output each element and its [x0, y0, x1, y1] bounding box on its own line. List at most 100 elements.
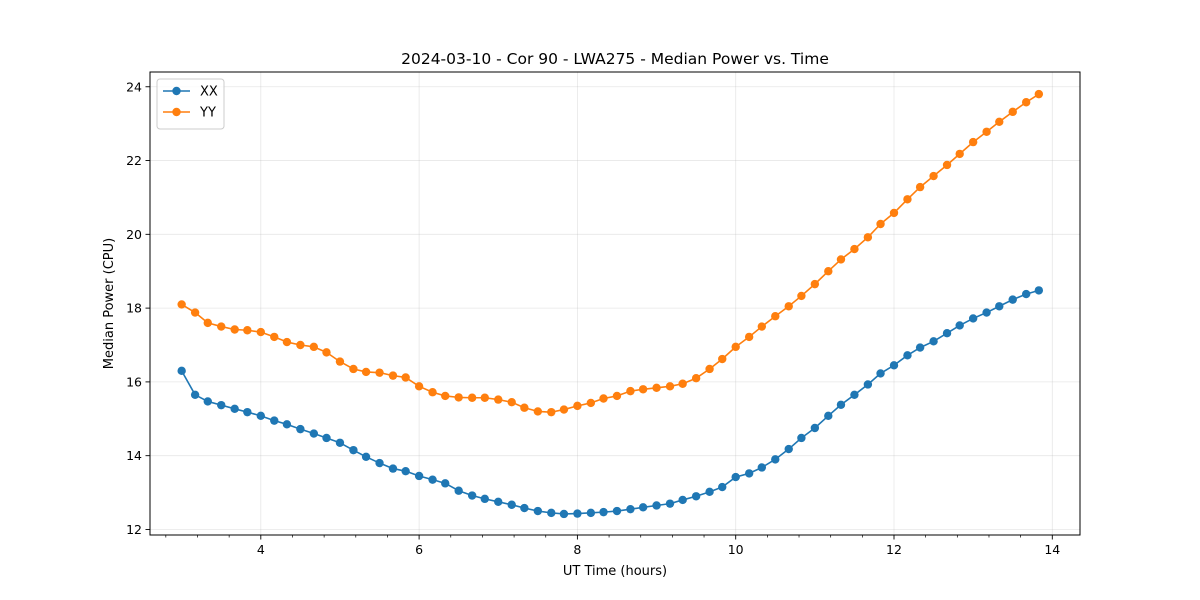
- y-tick-label: 18: [126, 301, 142, 316]
- data-point-xx: [771, 455, 780, 464]
- legend-marker: [172, 107, 181, 117]
- data-point-yy: [850, 244, 859, 254]
- data-point-yy: [547, 407, 556, 417]
- data-point-yy: [876, 219, 885, 229]
- data-point-xx: [744, 469, 754, 478]
- data-point-yy: [1008, 107, 1017, 117]
- data-point-xx: [467, 491, 477, 500]
- data-point-xx: [1008, 295, 1017, 304]
- data-point-xx: [203, 397, 212, 406]
- series-xx: [177, 286, 1044, 519]
- legend-item-xx: XX: [163, 85, 218, 100]
- data-point-xx: [982, 308, 991, 317]
- legend-marker: [172, 86, 181, 96]
- data-point-xx: [454, 486, 463, 495]
- data-point-xx: [507, 500, 516, 509]
- data-point-yy: [322, 348, 331, 357]
- data-point-xx: [217, 400, 226, 410]
- data-point-xx: [810, 423, 820, 433]
- data-point-xx: [797, 433, 806, 443]
- data-point-yy: [559, 405, 569, 414]
- data-point-xx: [230, 404, 239, 414]
- x-axis-label: UT Time (hours): [563, 564, 667, 579]
- data-point-xx: [915, 343, 925, 352]
- data-point-yy: [388, 371, 398, 380]
- data-point-yy: [718, 354, 727, 364]
- data-point-yy: [942, 160, 952, 170]
- data-point-xx: [335, 438, 345, 447]
- chart-title: 2024-03-10 - Cor 90 - LWA275 - Median Po…: [401, 50, 829, 68]
- data-point-xx: [995, 302, 1004, 311]
- data-point-yy: [771, 312, 780, 321]
- data-point-yy: [256, 327, 266, 337]
- data-point-yy: [705, 364, 714, 374]
- data-point-yy: [230, 325, 239, 334]
- plot-frame: [149, 71, 1081, 536]
- data-point-xx: [547, 508, 556, 518]
- data-point-yy: [361, 367, 371, 377]
- data-point-yy: [270, 332, 279, 342]
- data-point-yy: [955, 149, 964, 159]
- data-point-yy: [1034, 89, 1044, 99]
- data-point-yy: [665, 382, 675, 391]
- x-tick-label: 8: [573, 542, 581, 557]
- data-point-xx: [612, 506, 622, 516]
- data-point-xx: [559, 509, 569, 519]
- data-point-yy: [335, 357, 345, 366]
- data-point-yy: [573, 401, 582, 411]
- data-point-xx: [678, 495, 687, 505]
- data-point-xx: [705, 487, 714, 497]
- x-tick-label: 14: [1044, 542, 1060, 557]
- data-point-yy: [349, 364, 358, 374]
- data-point-yy: [401, 373, 410, 382]
- data-point-xx: [322, 433, 331, 443]
- data-point-xx: [270, 416, 279, 425]
- data-point-yy: [652, 383, 661, 392]
- data-point-xx: [968, 314, 978, 323]
- data-point-yy: [784, 302, 793, 311]
- data-point-yy: [309, 342, 319, 352]
- data-point-yy: [982, 127, 991, 136]
- data-point-yy: [507, 397, 516, 407]
- data-point-yy: [243, 326, 252, 335]
- data-point-xx: [889, 361, 899, 370]
- data-point-yy: [638, 385, 648, 394]
- data-point-xx: [414, 471, 424, 481]
- data-point-xx: [428, 475, 437, 484]
- data-point-yy: [863, 233, 873, 242]
- data-point-xx: [836, 400, 846, 409]
- data-point-yy: [836, 255, 846, 264]
- data-point-xx: [573, 509, 582, 518]
- data-point-xx: [863, 380, 873, 389]
- data-point-yy: [454, 393, 463, 402]
- data-point-yy: [480, 393, 489, 402]
- data-point-yy: [810, 279, 820, 289]
- data-point-yy: [441, 391, 450, 401]
- x-tick-label: 6: [415, 542, 423, 557]
- data-point-yy: [995, 117, 1004, 127]
- data-point-yy: [903, 195, 912, 204]
- y-tick-label: 24: [126, 79, 142, 94]
- axis-ticks: 4 6 8 10 12 14 12 14 16 18 20 22 24: [126, 79, 1060, 557]
- grid: [150, 72, 1080, 535]
- x-tick-label: 12: [886, 542, 902, 557]
- data-point-yy: [375, 368, 384, 377]
- data-point-xx: [638, 503, 648, 512]
- data-point-xx: [784, 444, 793, 454]
- data-point-xx: [652, 501, 661, 510]
- data-point-xx: [718, 482, 727, 492]
- data-point-yy: [282, 337, 292, 347]
- data-point-xx: [665, 499, 675, 508]
- data-point-yy: [612, 391, 622, 401]
- data-point-xx: [824, 411, 833, 421]
- data-point-yy: [599, 394, 608, 403]
- y-tick-label: 12: [126, 522, 142, 537]
- data-point-yy: [744, 332, 754, 342]
- data-point-xx: [401, 466, 410, 476]
- data-point-yy: [296, 340, 305, 350]
- data-point-xx: [876, 369, 885, 378]
- y-tick-label: 16: [126, 374, 142, 389]
- data-point-yy: [915, 182, 925, 192]
- data-point-yy: [889, 208, 899, 218]
